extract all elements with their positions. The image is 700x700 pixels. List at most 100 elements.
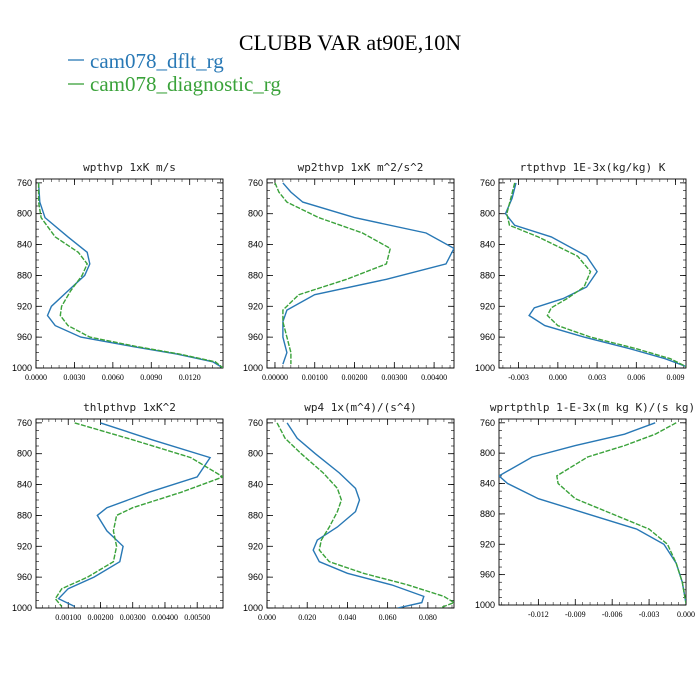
x-tick-label: 0.0120 <box>179 373 201 382</box>
series-line-diagnostic <box>37 182 223 368</box>
x-tick-label: 0.00300 <box>120 613 146 622</box>
series-line-diagnostic <box>506 182 686 368</box>
y-tick-label: 800 <box>17 449 32 459</box>
series-line-diagnostic <box>556 422 686 604</box>
y-tick-label: 800 <box>17 209 32 219</box>
y-tick-label: 1000 <box>475 600 495 610</box>
panel-2: wp2thvp 1xK m^2/s^2 760 800 840 880 920 960 100… <box>243 161 455 382</box>
x-tick-label: 0.00100 <box>302 373 328 382</box>
panel-title: wp2thvp 1xK m^2/s^2 <box>298 161 424 174</box>
y-tick-label: 920 <box>248 301 263 311</box>
x-tick-label: 0.00000 <box>262 373 288 382</box>
legend-label-green: cam078_diagnostic_rg <box>90 72 281 96</box>
x-tick-label: 0.00500 <box>184 613 210 622</box>
y-tick-label: 880 <box>480 270 495 280</box>
y-tick-label: 880 <box>480 509 495 519</box>
panel-frame <box>266 418 455 609</box>
y-tick-label: 880 <box>248 270 263 280</box>
x-tick-label: 0.00100 <box>55 613 81 622</box>
x-tick-label: 0.00200 <box>342 373 368 382</box>
panel-title: wp4 1x(m^4)/(s^4) <box>304 401 417 414</box>
series-line-dflt <box>499 422 686 604</box>
y-tick-label: 960 <box>480 570 495 580</box>
y-tick-label: 920 <box>480 301 495 311</box>
panel-title: wprtpthlp 1-E-3x(m kg K)/(s kg) <box>490 401 695 414</box>
x-tick-label: 0.006 <box>627 373 645 382</box>
panel-title: thlpthvp 1xK^2 <box>83 401 176 414</box>
y-tick-label: 840 <box>248 240 263 250</box>
x-tick-label: 0.000 <box>677 610 695 619</box>
y-tick-label: 960 <box>17 572 32 582</box>
x-tick-label: 0.00400 <box>152 613 178 622</box>
x-tick-label: -0.003 <box>639 610 660 619</box>
panel-3: rtpthvp 1E-3x(kg/kg) K 760 800 840 880 920 960… <box>475 161 687 382</box>
y-tick-label: 1000 <box>475 363 495 373</box>
y-tick-label: 840 <box>480 240 495 250</box>
y-tick-label: 960 <box>480 332 495 342</box>
series-line-dflt <box>286 422 425 608</box>
y-tick-label: 880 <box>248 510 263 520</box>
y-tick-label: 840 <box>480 479 495 489</box>
x-tick-label: 0.020 <box>298 613 316 622</box>
y-tick-label: 1000 <box>243 363 263 373</box>
y-tick-label: 1000 <box>12 363 32 373</box>
y-tick-label: 1000 <box>12 603 32 613</box>
y-tick-label: 960 <box>17 332 32 342</box>
y-tick-label: 760 <box>17 418 32 428</box>
y-tick-label: 760 <box>17 178 32 188</box>
panel-frame <box>266 178 455 369</box>
y-tick-label: 800 <box>480 209 495 219</box>
x-tick-label: -0.006 <box>602 610 623 619</box>
panel-frame <box>498 178 687 369</box>
series-line-dflt <box>37 182 223 368</box>
series-line-dflt <box>282 182 454 365</box>
x-tick-label: -0.003 <box>508 373 529 382</box>
panels: wpthvp 1xK m/s76080084088092096010000.00… <box>12 161 695 622</box>
panel-1: wpthvp 1xK m/s76080084088092096010000.00… <box>12 161 224 382</box>
panel-5: wp4 1x(m^4)/(s^4) 760 800 840 880 920 960 1000 0… <box>243 401 455 622</box>
y-tick-label: 800 <box>248 209 263 219</box>
series-line-diagnostic <box>274 182 392 365</box>
y-tick-label: 920 <box>248 541 263 551</box>
x-tick-label: 0.0060 <box>102 373 124 382</box>
series-line-dflt <box>57 422 212 608</box>
legend: cam078_dflt_rg cam078_diagnostic_rg <box>68 49 281 96</box>
x-tick-label: 0.003 <box>588 373 606 382</box>
series-line-diagnostic <box>276 422 454 608</box>
y-tick-label: 760 <box>248 418 263 428</box>
panel-title: rtpthvp 1E-3x(kg/kg) K <box>520 161 666 174</box>
y-tick-label: 880 <box>17 510 32 520</box>
x-tick-label: 0.0000 <box>25 373 47 382</box>
y-tick-label: 840 <box>17 480 32 490</box>
legend-label-blue: cam078_dflt_rg <box>90 49 224 73</box>
x-tick-label: 0.000 <box>549 373 567 382</box>
y-tick-label: 880 <box>17 270 32 280</box>
y-tick-label: 960 <box>248 572 263 582</box>
x-tick-label: 0.080 <box>419 613 437 622</box>
y-tick-label: 800 <box>248 449 263 459</box>
panel-frame <box>35 178 224 369</box>
y-tick-label: 800 <box>480 448 495 458</box>
y-tick-label: 920 <box>17 301 32 311</box>
x-tick-label: 0.009 <box>667 373 685 382</box>
x-tick-label: 0.0030 <box>63 373 85 382</box>
y-tick-label: 920 <box>480 539 495 549</box>
x-tick-label: 0.00400 <box>421 373 447 382</box>
panel-4: thlpthvp 1xK^2 760 800 840 880 920 960 1000 0.00… <box>12 401 224 622</box>
y-tick-label: 840 <box>248 480 263 490</box>
x-tick-label: 0.00200 <box>87 613 113 622</box>
panel-frame <box>498 418 687 606</box>
x-tick-label: -0.012 <box>528 610 549 619</box>
y-tick-label: 840 <box>17 240 32 250</box>
y-tick-label: 960 <box>248 332 263 342</box>
x-tick-label: 0.0090 <box>140 373 162 382</box>
y-tick-label: 920 <box>17 541 32 551</box>
figure-title: CLUBB VAR at90E,10N <box>239 30 461 55</box>
panel-frame <box>35 418 224 609</box>
x-tick-label: 0.060 <box>379 613 397 622</box>
panel-title: wpthvp 1xK m/s <box>83 161 176 174</box>
y-tick-label: 1000 <box>243 603 263 613</box>
x-tick-label: 0.00300 <box>381 373 407 382</box>
y-tick-label: 760 <box>480 178 495 188</box>
